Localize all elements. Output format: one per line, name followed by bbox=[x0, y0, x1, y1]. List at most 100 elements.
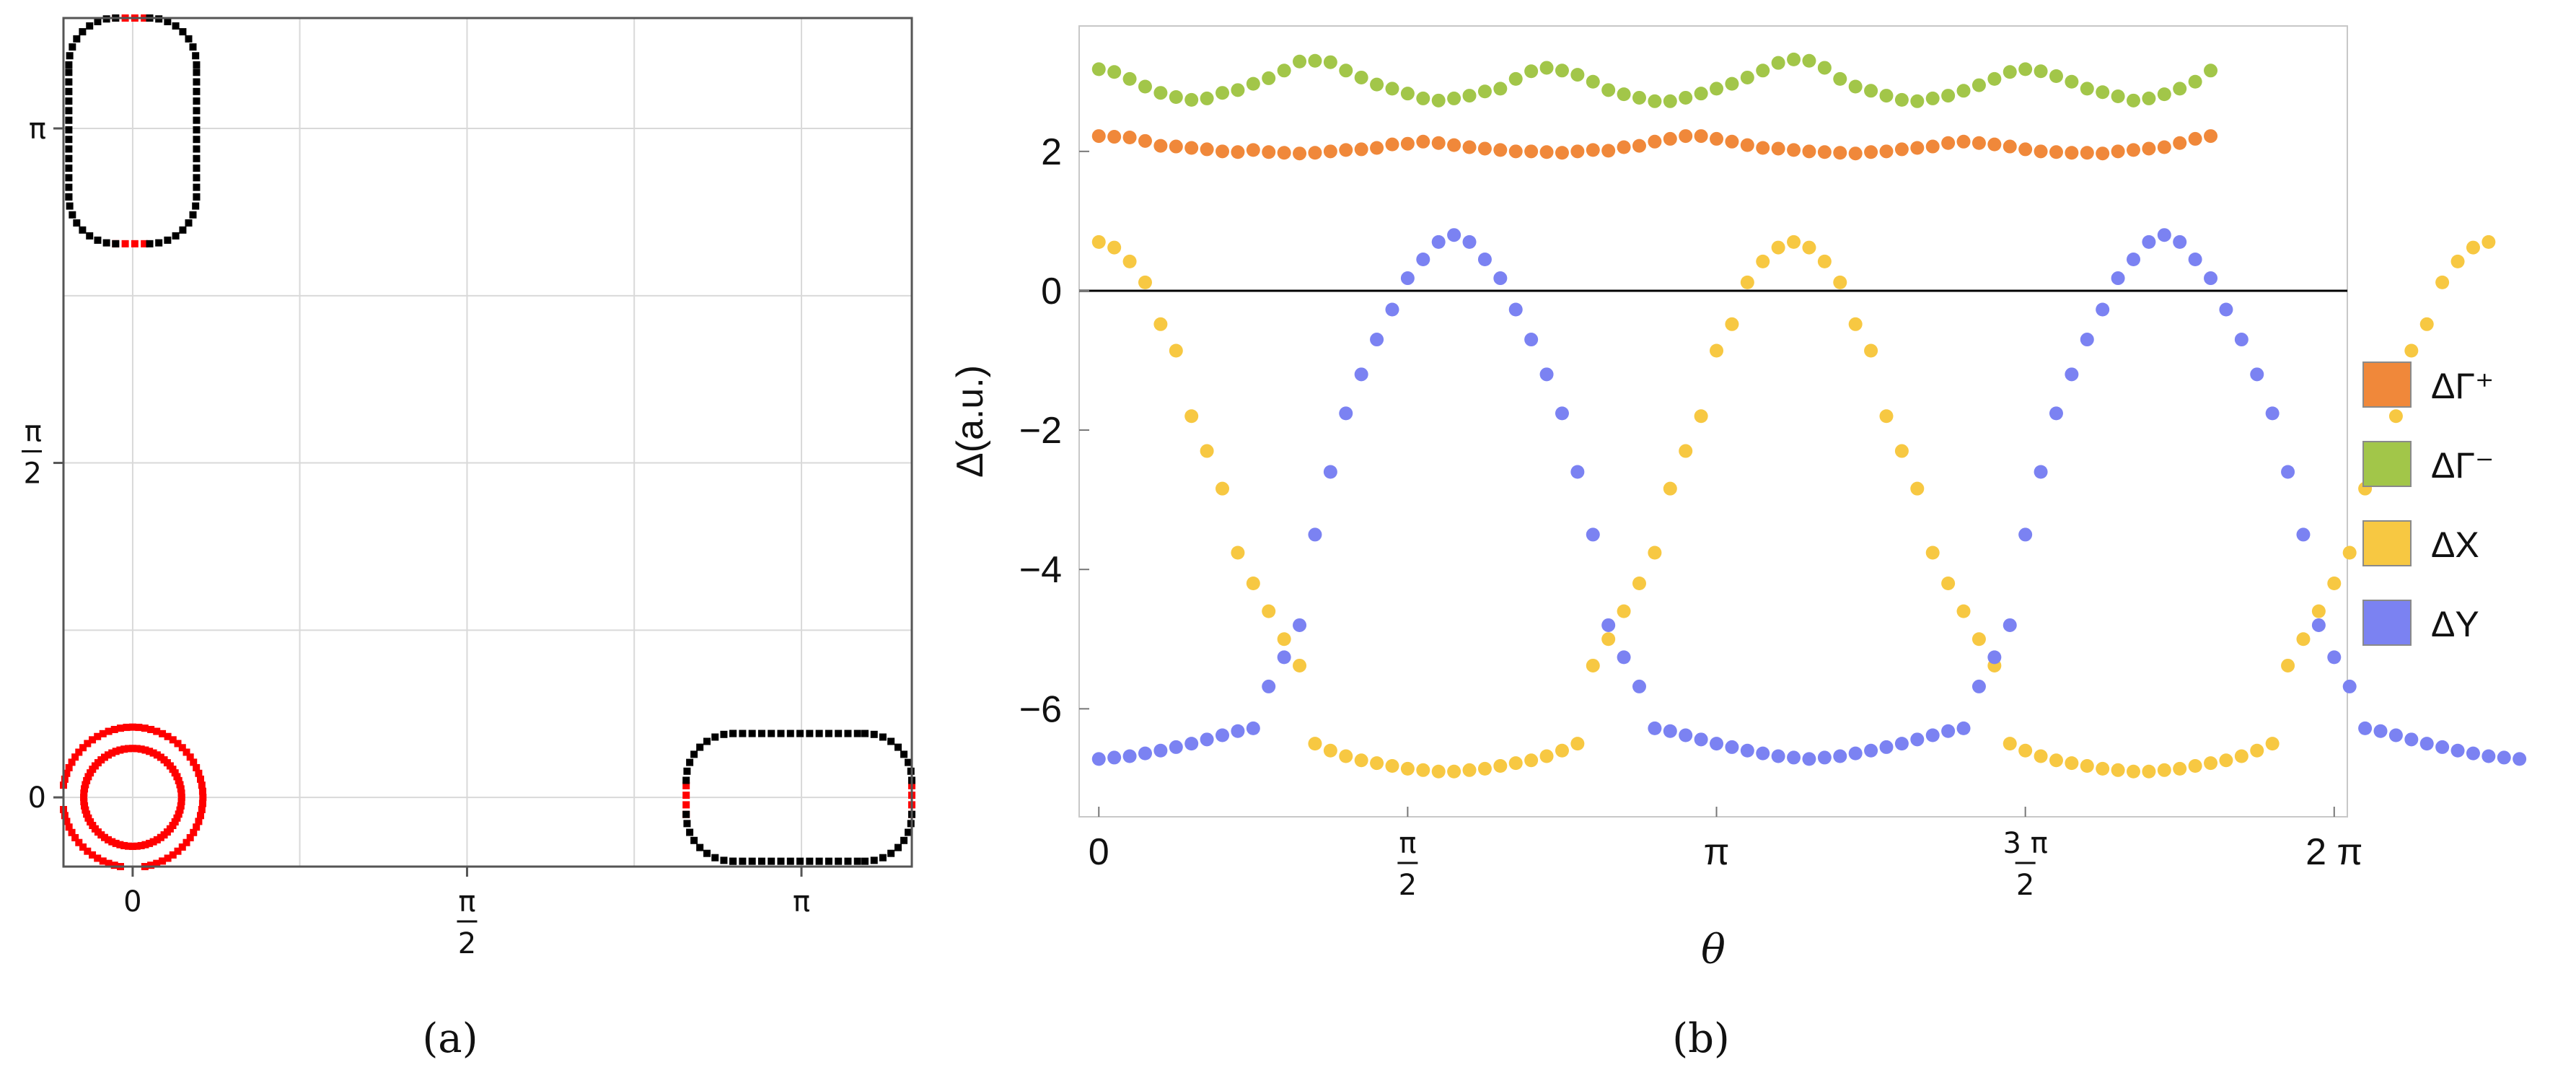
series-1-point bbox=[1122, 71, 1137, 86]
contour-gamma-outer-ring-point bbox=[128, 723, 136, 731]
series-1-point bbox=[1153, 86, 1168, 100]
contour-x-pocket-point bbox=[682, 801, 690, 809]
contour-y-pocket-point bbox=[179, 226, 187, 234]
series-1-point bbox=[1925, 91, 1940, 105]
contour-y-pocket-point bbox=[193, 69, 201, 76]
contour-gamma-outer-ring-point bbox=[178, 843, 186, 851]
contour-y-pocket-point bbox=[131, 240, 139, 247]
b-y-tick-label-4: −6 bbox=[1019, 688, 1062, 730]
contour-gamma-outer-ring-point bbox=[68, 828, 76, 836]
b-x-tick-label-2: π bbox=[1704, 831, 1730, 873]
series-1-point bbox=[1524, 64, 1539, 79]
series-3-point bbox=[2049, 406, 2063, 421]
series-0-point bbox=[1663, 131, 1677, 146]
contour-x-pocket-point bbox=[690, 750, 698, 758]
contour-gamma-inner-ring-point bbox=[80, 794, 88, 802]
contour-gamma-inner-ring-point bbox=[149, 838, 157, 846]
contour-y-pocket-point bbox=[65, 61, 73, 69]
contour-y-pocket-point bbox=[146, 240, 154, 247]
series-2-point bbox=[2296, 632, 2311, 647]
contour-gamma-inner-ring-point bbox=[173, 773, 181, 781]
series-2-point bbox=[1555, 743, 1569, 758]
contour-gamma-inner-ring-point bbox=[104, 836, 112, 843]
series-2-point bbox=[1925, 545, 1940, 560]
contour-x-pocket-point bbox=[806, 729, 814, 737]
series-1-point bbox=[1138, 79, 1152, 94]
contour-y-pocket-point bbox=[185, 35, 193, 43]
series-0-point bbox=[1694, 129, 1708, 144]
series-3 bbox=[1091, 228, 2527, 766]
b-x-tick-label-3-den: 2 bbox=[2016, 869, 2034, 902]
contour-gamma-inner-ring-point bbox=[173, 814, 181, 822]
contour-y-pocket-point bbox=[193, 97, 201, 105]
series-0-point bbox=[2142, 141, 2156, 156]
contour-gamma-outer-ring-point bbox=[110, 726, 118, 734]
series-0-point bbox=[1756, 141, 1770, 155]
series-2-point bbox=[2265, 737, 2280, 751]
contour-y-pocket-point bbox=[66, 202, 74, 210]
contour-y-pocket-point bbox=[65, 87, 73, 95]
series-3-point bbox=[1771, 749, 1785, 763]
contour-y-pocket-point bbox=[94, 17, 102, 25]
contour-y-pocket-point bbox=[86, 22, 94, 30]
contour-gamma-outer-ring-point bbox=[153, 859, 161, 867]
series-2-point bbox=[2435, 275, 2450, 289]
series-1-point bbox=[1586, 74, 1600, 89]
contour-y-pocket-point bbox=[65, 145, 73, 153]
series-3-point bbox=[2127, 252, 2141, 266]
contour-gamma-inner-ring-point bbox=[82, 781, 89, 789]
series-0-point bbox=[1462, 140, 1477, 154]
contour-x-pocket-point bbox=[711, 854, 719, 862]
contour-gamma-outer-ring-point bbox=[79, 744, 87, 752]
contour-y-pocket-point bbox=[193, 78, 201, 86]
series-3-point bbox=[1787, 750, 1801, 765]
contour-y-pocket-point bbox=[155, 239, 163, 247]
contour-x-pocket-point bbox=[683, 820, 691, 828]
series-2-point bbox=[1231, 545, 1245, 560]
x-tick-label-1-den: 2 bbox=[458, 927, 476, 960]
series-0-point bbox=[1293, 146, 1307, 161]
series-1-point bbox=[1447, 91, 1461, 105]
contour-x-pocket-point bbox=[796, 857, 804, 865]
series-0-point bbox=[1879, 144, 1894, 159]
series-0-point bbox=[1370, 141, 1384, 155]
contour-y-pocket-point bbox=[65, 78, 73, 86]
series-3-point bbox=[2018, 527, 2033, 542]
series-2-point bbox=[1756, 254, 1770, 268]
y-axis-title: Δ(a.u.) bbox=[949, 365, 991, 478]
contour-x-pocket-point bbox=[835, 857, 843, 865]
contour-gamma-outer-ring-point bbox=[186, 833, 194, 841]
series-3-point bbox=[2250, 367, 2264, 382]
contour-gamma-outer-ring-point bbox=[169, 851, 177, 859]
series-3-point bbox=[1694, 732, 1708, 747]
contour-y-pocket-point bbox=[65, 97, 73, 105]
contour-y-pocket-point bbox=[193, 116, 201, 124]
series-3-point bbox=[1879, 740, 1894, 754]
series-3-point bbox=[1462, 235, 1477, 249]
series-2-point bbox=[1632, 577, 1646, 591]
contour-gamma-inner-ring-point bbox=[133, 842, 141, 850]
contour-x-pocket-point bbox=[887, 737, 895, 745]
series-3-point bbox=[1570, 465, 1585, 479]
contour-x-pocket-point bbox=[879, 854, 887, 862]
contour-gamma-inner-ring-point bbox=[176, 781, 184, 789]
series-0-point bbox=[1354, 142, 1368, 157]
contour-x-pocket-point bbox=[748, 729, 756, 737]
contour-y-pocket-point bbox=[193, 165, 201, 172]
series-3-point bbox=[1925, 728, 1940, 742]
frame-a bbox=[62, 17, 913, 868]
legend-swatch-0 bbox=[2362, 361, 2412, 408]
contour-x-pocket-point bbox=[696, 743, 704, 751]
series-2-point bbox=[1416, 763, 1430, 777]
series-3-point bbox=[1508, 302, 1523, 317]
contour-gamma-outer-ring-point bbox=[84, 740, 92, 748]
series-3-point bbox=[1601, 618, 1616, 632]
series-3-point bbox=[1339, 406, 1353, 421]
b-x-tick-label-1-den: 2 bbox=[1399, 869, 1417, 902]
series-0-point bbox=[1987, 137, 2002, 152]
series-1-point bbox=[1601, 83, 1616, 97]
series-3-point bbox=[2034, 465, 2048, 479]
series-3-point bbox=[1200, 732, 1214, 747]
y-tick-label-2: π bbox=[29, 113, 46, 146]
contour-gamma-inner-ring-point bbox=[84, 773, 92, 781]
